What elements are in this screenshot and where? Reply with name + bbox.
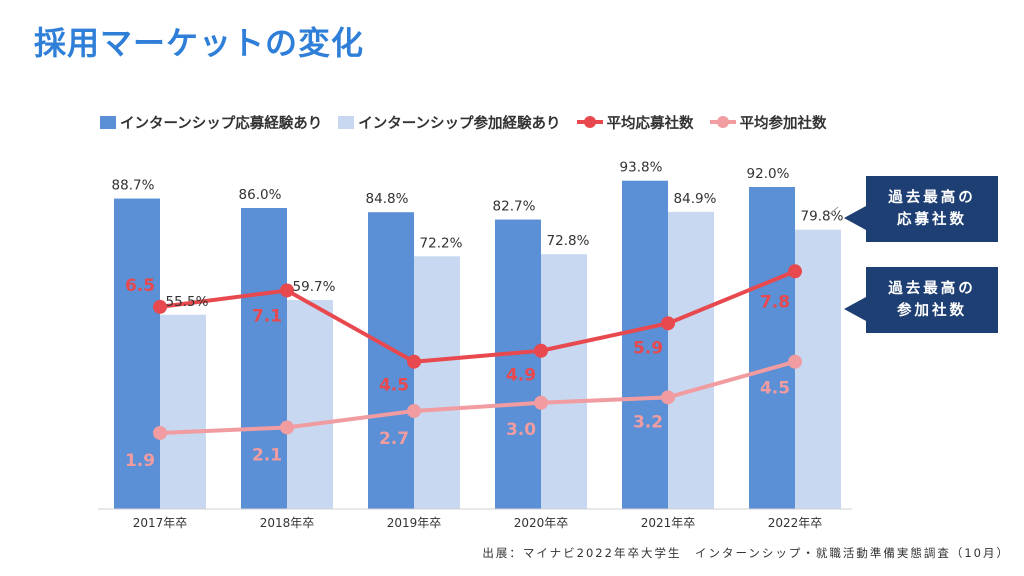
source-note: 出展：マイナビ2022年卒大学生 インターンシップ・就職活動準備実態調査（10月… <box>482 546 1010 560</box>
bar-join-0 <box>160 314 206 509</box>
label-join-0: 55.5% <box>166 294 209 310</box>
label-avg-join-0: 1.9 <box>125 451 155 471</box>
label-avg-apply-0: 6.5 <box>125 276 155 296</box>
bar-apply-2 <box>368 212 414 509</box>
point-avg-join-0 <box>153 425 167 440</box>
label-avg-join-4: 3.2 <box>633 412 663 432</box>
callout-apply-record: 過去最高の 応募社数 <box>844 176 998 242</box>
label-avg-apply-5: 7.8 <box>760 292 790 312</box>
line-avg-apply <box>159 269 796 364</box>
label-avg-join-2: 2.7 <box>379 429 409 449</box>
callout-leader-line <box>829 206 839 215</box>
label-avg-apply-3: 4.9 <box>506 366 536 386</box>
label-avg-join-1: 2.1 <box>252 445 282 465</box>
label-avg-apply-2: 4.5 <box>379 376 409 396</box>
legend-marker-avg-apply <box>576 115 603 129</box>
point-avg-join-1 <box>280 420 294 435</box>
label-group: 88.7% 55.5% 86.0% 59.7% 84.8% 72.2% 82.7% 72.8%… <box>112 160 844 471</box>
label-apply-5: 92.0% <box>747 166 790 182</box>
bar-join-3 <box>541 254 587 509</box>
legend-item-apply: インターンシップ応募経験あり <box>100 112 322 133</box>
bar-apply-0 <box>114 198 160 510</box>
label-join-5: 79.8% <box>801 209 844 225</box>
point-avg-join-2 <box>407 404 421 419</box>
line-group <box>153 264 802 440</box>
label-avg-apply-4: 5.9 <box>633 338 663 358</box>
x-tick-label-5: 2022年卒 <box>768 516 823 530</box>
legend-item-join: インターンシップ参加経験あり <box>338 112 561 133</box>
bar-join-1 <box>287 300 333 509</box>
label-join-3: 72.8% <box>547 233 590 249</box>
label-apply-1: 86.0% <box>239 187 282 203</box>
point-avg-apply-3 <box>534 343 548 358</box>
x-tick-label-0: 2017年卒 <box>133 516 188 530</box>
label-apply-2: 84.8% <box>366 191 409 207</box>
legend-label-join: インターンシップ参加経験あり <box>358 115 561 132</box>
legend-label-avg-join: 平均参加社数 <box>739 115 827 132</box>
callout-apply-line1: 過去最高の <box>888 190 976 206</box>
point-avg-join-4 <box>661 390 675 405</box>
callout-join-line2: 参加社数 <box>897 303 967 319</box>
point-avg-join-5 <box>788 354 802 369</box>
bar-apply-4 <box>622 180 668 509</box>
legend-label-avg-apply: 平均応募社数 <box>606 115 694 132</box>
page-title: 採用マーケットの変化 <box>34 24 365 62</box>
label-apply-4: 93.8% <box>620 160 663 176</box>
x-tick-label-4: 2021年卒 <box>641 516 696 530</box>
label-join-4: 84.9% <box>674 191 717 207</box>
legend-swatch-apply <box>100 115 116 129</box>
line-avg-join <box>159 359 796 435</box>
bar-apply-1 <box>241 208 287 509</box>
bar-join-5 <box>795 229 841 509</box>
point-avg-apply-5 <box>788 264 802 279</box>
label-join-2: 72.2% <box>420 235 463 251</box>
label-avg-apply-1: 7.1 <box>252 306 282 326</box>
point-avg-apply-1 <box>280 283 294 298</box>
point-avg-apply-0 <box>153 299 167 314</box>
label-apply-3: 82.7% <box>493 199 536 215</box>
legend-marker-avg-join <box>709 115 736 129</box>
bar-apply-3 <box>495 219 541 510</box>
label-avg-join-5: 4.5 <box>760 379 790 399</box>
label-apply-0: 88.7% <box>112 178 155 194</box>
point-avg-apply-2 <box>407 354 421 369</box>
tick-group: 2017年卒 2018年卒 2019年卒 2020年卒 2021年卒 2022年卒 <box>133 516 823 530</box>
callout-apply-line2: 応募社数 <box>897 212 967 228</box>
chart-legend: インターンシップ応募経験あり インターンシップ参加経験あり 平均応募社数 平均参… <box>100 110 827 134</box>
point-avg-apply-4 <box>661 316 675 331</box>
label-avg-join-3: 3.0 <box>506 420 536 440</box>
x-tick-label-3: 2020年卒 <box>514 516 569 530</box>
callout-join-record: 過去最高の 参加社数 <box>844 267 998 333</box>
legend-item-avg-apply: 平均応募社数 <box>576 112 694 133</box>
callout-join-line1: 過去最高の <box>888 281 976 297</box>
point-avg-join-3 <box>534 395 548 410</box>
bar-apply-5 <box>749 187 795 509</box>
legend-swatch-join <box>338 115 355 129</box>
x-tick-label-1: 2018年卒 <box>260 516 315 530</box>
legend-label-apply: インターンシップ応募経験あり <box>120 115 323 132</box>
bar-group <box>114 180 841 510</box>
x-tick-label-2: 2019年卒 <box>387 516 442 530</box>
bar-join-4 <box>668 211 714 509</box>
bar-join-2 <box>414 256 460 509</box>
label-join-1: 59.7% <box>293 279 336 295</box>
legend-item-avg-join: 平均参加社数 <box>709 112 827 133</box>
